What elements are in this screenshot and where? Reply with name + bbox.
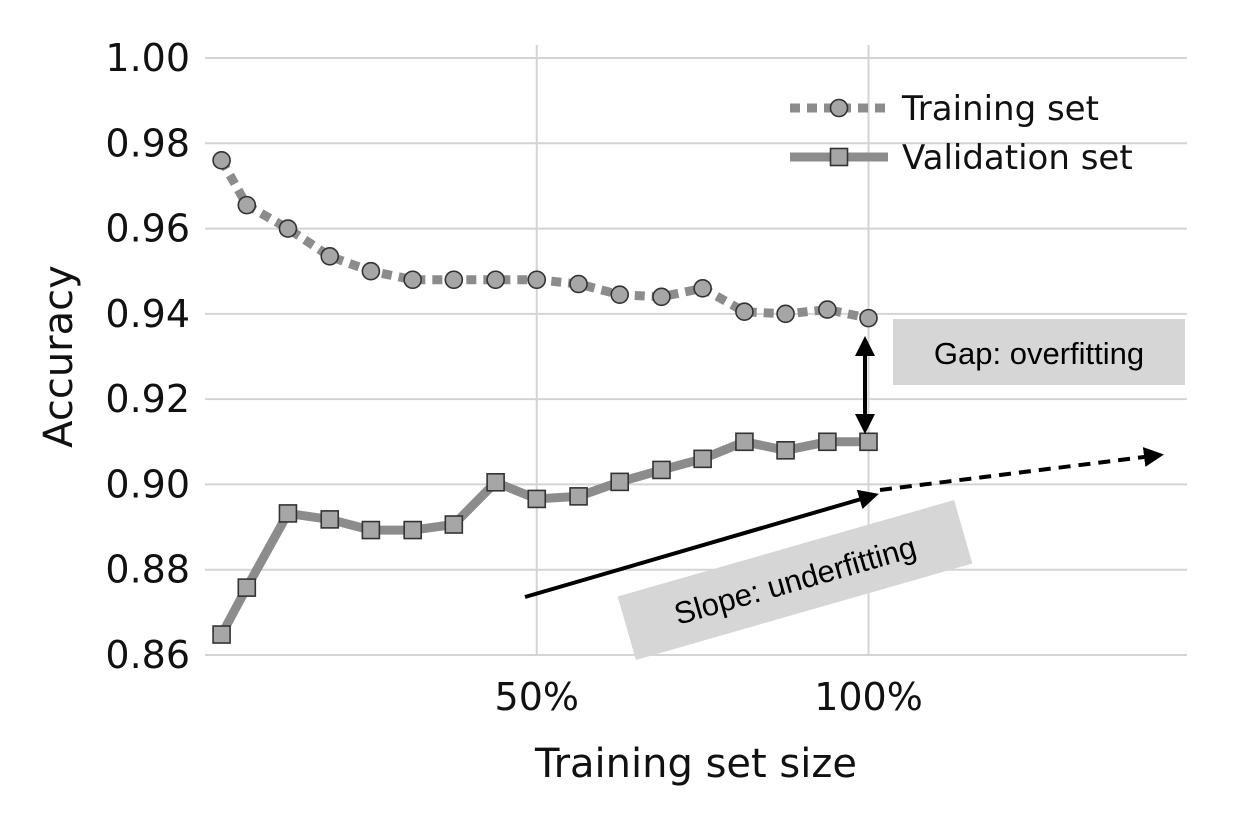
y-tick-label: 0.88 (105, 548, 190, 592)
x-tick-label: 50% (495, 675, 579, 719)
training-point (403, 270, 422, 290)
legend-training-label: Training set (901, 89, 1099, 129)
training-point (361, 261, 381, 281)
y-tick-label: 0.90 (105, 462, 190, 506)
y-tick-label: 0.96 (105, 207, 190, 251)
validation-point (444, 515, 464, 534)
training-point (735, 302, 754, 322)
slope-arrow (524, 489, 879, 599)
validation-point (776, 441, 795, 460)
x-tick-label: 100% (814, 675, 923, 719)
legend-validation-label: Validation set (902, 138, 1133, 178)
training-point (527, 270, 547, 290)
validation-point (859, 432, 878, 452)
validation-point (403, 520, 422, 540)
training-point (569, 274, 588, 294)
validation-point (237, 578, 257, 597)
training-point (212, 151, 231, 170)
slope-extension-arrow (879, 447, 1164, 492)
training-point (486, 270, 505, 290)
training-point (776, 304, 795, 324)
training-point (818, 300, 837, 319)
validation-point (652, 460, 671, 480)
y-tick-label: 0.98 (105, 121, 190, 165)
validation-point (278, 504, 298, 523)
x-axis-title: Training set size (534, 741, 857, 787)
legend: Training set Validation set (790, 89, 1133, 178)
validation-point (735, 432, 754, 452)
slope-label-box (617, 500, 973, 660)
validation-point (818, 432, 837, 452)
validation-point (527, 489, 547, 509)
validation-point (610, 472, 629, 492)
y-tick-label: 0.94 (105, 292, 190, 336)
validation-point (486, 472, 505, 492)
training-point (278, 219, 298, 238)
legend-validation-marker (829, 147, 849, 167)
validation-point (569, 487, 588, 506)
training-point (237, 195, 257, 215)
training-point (652, 287, 671, 307)
axis-layer: 0.86 0.88 0.90 0.92 0.94 0.96 0.98 1.00 50% 100% T… (36, 36, 923, 787)
training-point (320, 246, 340, 266)
y-tick-label: 1.00 (105, 36, 190, 80)
training-point (693, 278, 712, 298)
training-point (444, 270, 464, 290)
gap-label: Gap: overfitting (934, 336, 1144, 371)
slope-label-group: Slope: underfitting (617, 500, 973, 660)
y-tick-label: 0.92 (105, 377, 190, 421)
validation-point (693, 449, 712, 469)
series-layer (212, 151, 878, 644)
y-tick-label: 0.86 (105, 633, 190, 677)
training-point (859, 308, 878, 328)
validation-point (320, 510, 340, 529)
gap-label-box (893, 319, 1185, 385)
y-axis-title: Accuracy (36, 265, 82, 448)
training-series-line (217, 158, 870, 323)
validation-point (361, 520, 381, 540)
training-point (610, 285, 629, 304)
legend-training-marker (829, 98, 849, 118)
validation-point (212, 625, 231, 644)
